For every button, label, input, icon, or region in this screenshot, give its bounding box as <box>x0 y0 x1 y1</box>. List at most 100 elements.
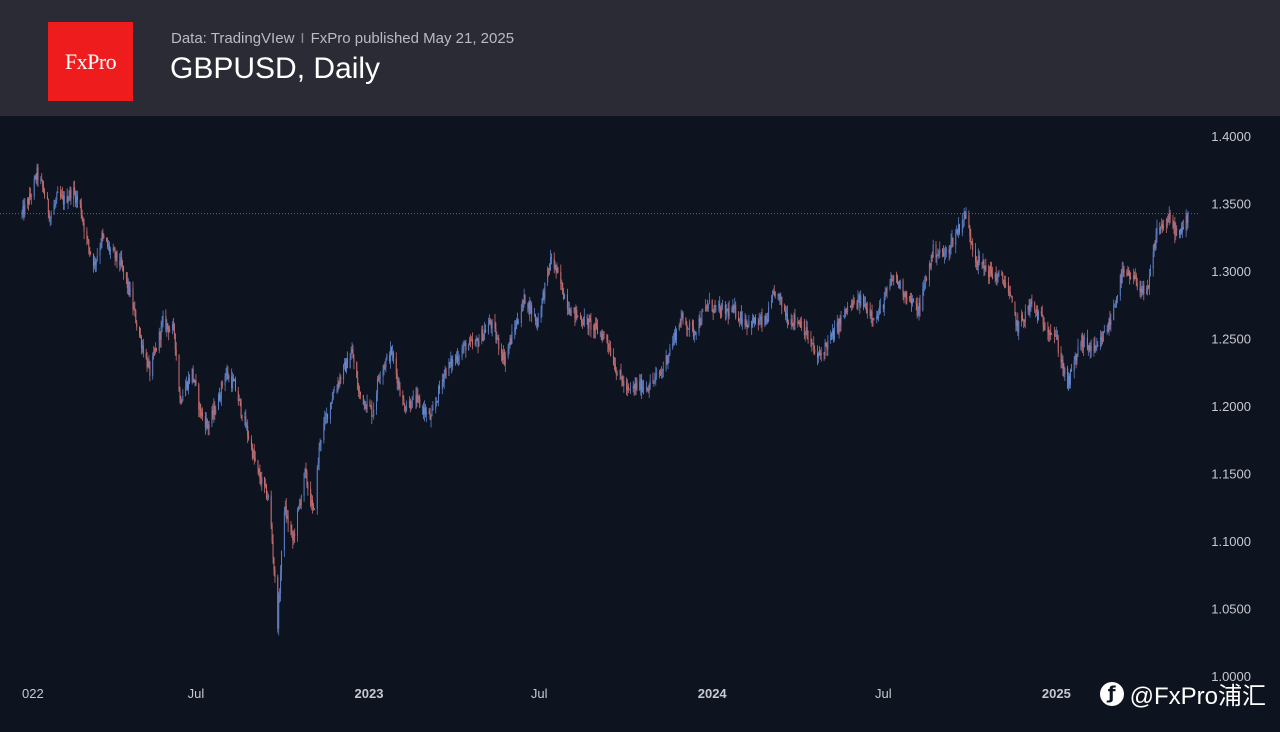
candle-down <box>29 187 31 201</box>
candle-body <box>890 278 892 285</box>
candle-up <box>668 352 670 364</box>
candle-body <box>998 272 1000 274</box>
candle-up <box>962 219 964 229</box>
candle-down <box>626 377 628 396</box>
candle-body <box>863 295 865 307</box>
candle-up <box>938 249 940 259</box>
candle-up <box>1134 268 1136 280</box>
candle-down <box>916 296 918 319</box>
candle-body <box>142 345 144 354</box>
candle-down <box>622 374 624 387</box>
candle-body <box>438 386 440 402</box>
candle-down <box>902 278 904 300</box>
candle-body <box>22 205 24 213</box>
candle-down <box>943 245 945 257</box>
candle-body <box>533 314 535 315</box>
candle-body <box>206 419 208 425</box>
candle-down <box>524 294 526 305</box>
candle-up <box>1084 333 1086 348</box>
candle-up <box>1069 368 1071 389</box>
candle-up <box>385 357 387 373</box>
candle-body <box>770 300 772 307</box>
candle-down <box>515 320 517 336</box>
candle-down <box>108 241 110 255</box>
candle-down <box>1043 317 1045 331</box>
candle-down <box>123 265 125 280</box>
candle-body <box>965 215 967 219</box>
candle-down <box>839 314 841 333</box>
candle-up <box>996 273 998 286</box>
candle-body <box>316 467 318 510</box>
candle-up <box>1161 218 1163 230</box>
candle-body <box>1109 318 1111 326</box>
candle-body <box>304 468 306 473</box>
candle-body <box>490 322 492 329</box>
candle-down <box>88 239 90 255</box>
candle-up <box>468 343 470 351</box>
candle-down <box>340 374 342 385</box>
candle-up <box>405 405 407 415</box>
candle-down <box>550 253 552 265</box>
candle-body <box>419 399 421 408</box>
candle-body <box>656 373 658 375</box>
candle-body <box>751 320 753 328</box>
candle-body <box>1174 222 1176 236</box>
candle-body <box>435 402 437 409</box>
candle-body <box>608 344 610 349</box>
candle-up <box>152 352 154 380</box>
candle-body <box>722 304 724 307</box>
candle-up <box>450 351 452 368</box>
candle-body <box>281 550 283 574</box>
candle-down <box>785 305 787 321</box>
candle-body <box>126 278 128 288</box>
candle-down <box>122 260 124 272</box>
candle-down <box>891 274 893 286</box>
candle-body <box>502 354 504 360</box>
candle-body <box>852 300 854 308</box>
candle-body <box>1057 339 1059 353</box>
candle-down <box>706 299 708 312</box>
candle-body <box>911 299 913 304</box>
candle-down <box>188 373 190 385</box>
candle-down <box>291 524 293 538</box>
candle-body <box>431 409 433 416</box>
candle-down <box>746 319 748 336</box>
candle-body <box>866 308 868 314</box>
candle-down <box>807 330 809 344</box>
candle-down <box>306 469 308 489</box>
candle-up <box>431 404 433 417</box>
candle-up <box>924 276 926 291</box>
candle-body <box>893 275 895 281</box>
candle-up <box>441 373 443 395</box>
candle-body <box>734 305 736 309</box>
candle-down <box>392 350 394 364</box>
candle-up <box>695 331 697 341</box>
candle-up <box>1187 210 1189 229</box>
candle-down <box>719 296 721 314</box>
candle-body <box>602 334 604 341</box>
candle-body <box>1075 355 1077 361</box>
candle-down <box>675 326 677 344</box>
candle-body <box>89 247 91 253</box>
candle-down <box>369 399 371 407</box>
candle-up <box>497 334 499 341</box>
candle-body <box>516 320 518 329</box>
candle-body <box>225 373 227 377</box>
candle-body <box>73 187 75 200</box>
candle-up <box>1083 335 1085 357</box>
candle-up <box>544 282 546 304</box>
candle-body <box>477 340 479 347</box>
candle-up <box>169 325 171 333</box>
candle-up <box>1168 206 1170 226</box>
candle-body <box>924 284 926 286</box>
candle-up <box>1185 209 1187 238</box>
candle-down <box>428 408 430 415</box>
candle-up <box>878 308 880 322</box>
candle-body <box>1068 376 1070 388</box>
candle-down <box>365 404 367 413</box>
candle-down <box>970 228 972 250</box>
candle-body <box>369 401 371 407</box>
y-tick-label: 1.1500 <box>1211 467 1251 482</box>
candle-body <box>313 508 315 510</box>
candle-body <box>540 309 542 319</box>
